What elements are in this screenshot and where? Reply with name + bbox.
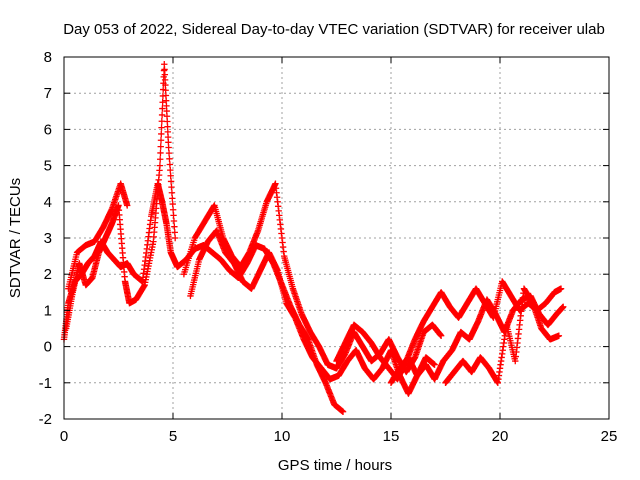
y-axis-label: SDTVAR / TECUs (7, 178, 24, 298)
data-point (157, 137, 165, 144)
data-point (169, 206, 177, 213)
y-tick-label: 6 (44, 121, 52, 138)
data-point (168, 183, 175, 191)
series-layer (60, 61, 567, 415)
series-sat-h (442, 285, 563, 386)
data-point (170, 217, 178, 225)
y-tick-label: 1 (44, 302, 52, 319)
y-tick-label: 2 (44, 266, 52, 283)
series-sat-b (62, 61, 179, 332)
data-point (167, 172, 174, 179)
y-tick-label: 3 (44, 230, 52, 247)
data-point (159, 99, 166, 106)
data-point (159, 105, 166, 112)
y-tick-label: 8 (44, 49, 52, 66)
data-point (156, 156, 164, 163)
data-point (158, 130, 165, 138)
data-point (560, 303, 567, 310)
x-axis-label: GPS time / hours (278, 457, 392, 474)
data-point (169, 200, 176, 208)
y-tick-label: 7 (44, 85, 52, 102)
y-tick-label: -2 (39, 411, 52, 428)
y-tick-label: 0 (44, 339, 52, 356)
x-tick-label: 25 (601, 428, 618, 445)
data-point (158, 124, 165, 131)
data-point (171, 223, 178, 230)
data-point (165, 149, 173, 157)
data-point (124, 202, 131, 209)
x-tick-label: 10 (274, 428, 291, 445)
series-sat-e (187, 227, 438, 397)
data-point (557, 285, 565, 292)
x-tick-label: 5 (169, 428, 177, 445)
series-sat-g (387, 292, 567, 386)
y-tick-label: 4 (44, 194, 52, 211)
data-point (555, 332, 563, 339)
data-point (171, 234, 179, 242)
chart-title: Day 053 of 2022, Sidereal Day-to-day VTE… (63, 21, 605, 38)
data-point (166, 155, 173, 163)
data-point (170, 212, 177, 219)
y-tick-label: 5 (44, 158, 52, 175)
data-point (167, 178, 175, 185)
data-point (437, 332, 445, 339)
data-point (158, 111, 166, 119)
data-point (171, 229, 178, 236)
data-point (156, 162, 164, 169)
ticks: 0 5 10 15 20 25 -2 -1 0 1 2 3 4 5 6 7 8 (39, 49, 618, 445)
series-sat-c (65, 180, 131, 292)
x-tick-label: 15 (383, 428, 400, 445)
data-point (168, 189, 176, 196)
data-point (157, 143, 164, 150)
x-tick-label: 20 (492, 428, 509, 445)
x-tick-label: 0 (60, 428, 68, 445)
data-point (339, 408, 347, 415)
data-point (157, 149, 164, 157)
data-point (169, 195, 176, 202)
data-point (158, 118, 166, 125)
y-tick-label: -1 (39, 375, 52, 392)
data-point (431, 361, 438, 368)
series-sat-a (60, 180, 347, 415)
data-point (165, 144, 172, 151)
data-point (167, 166, 174, 174)
data-point (166, 161, 174, 168)
